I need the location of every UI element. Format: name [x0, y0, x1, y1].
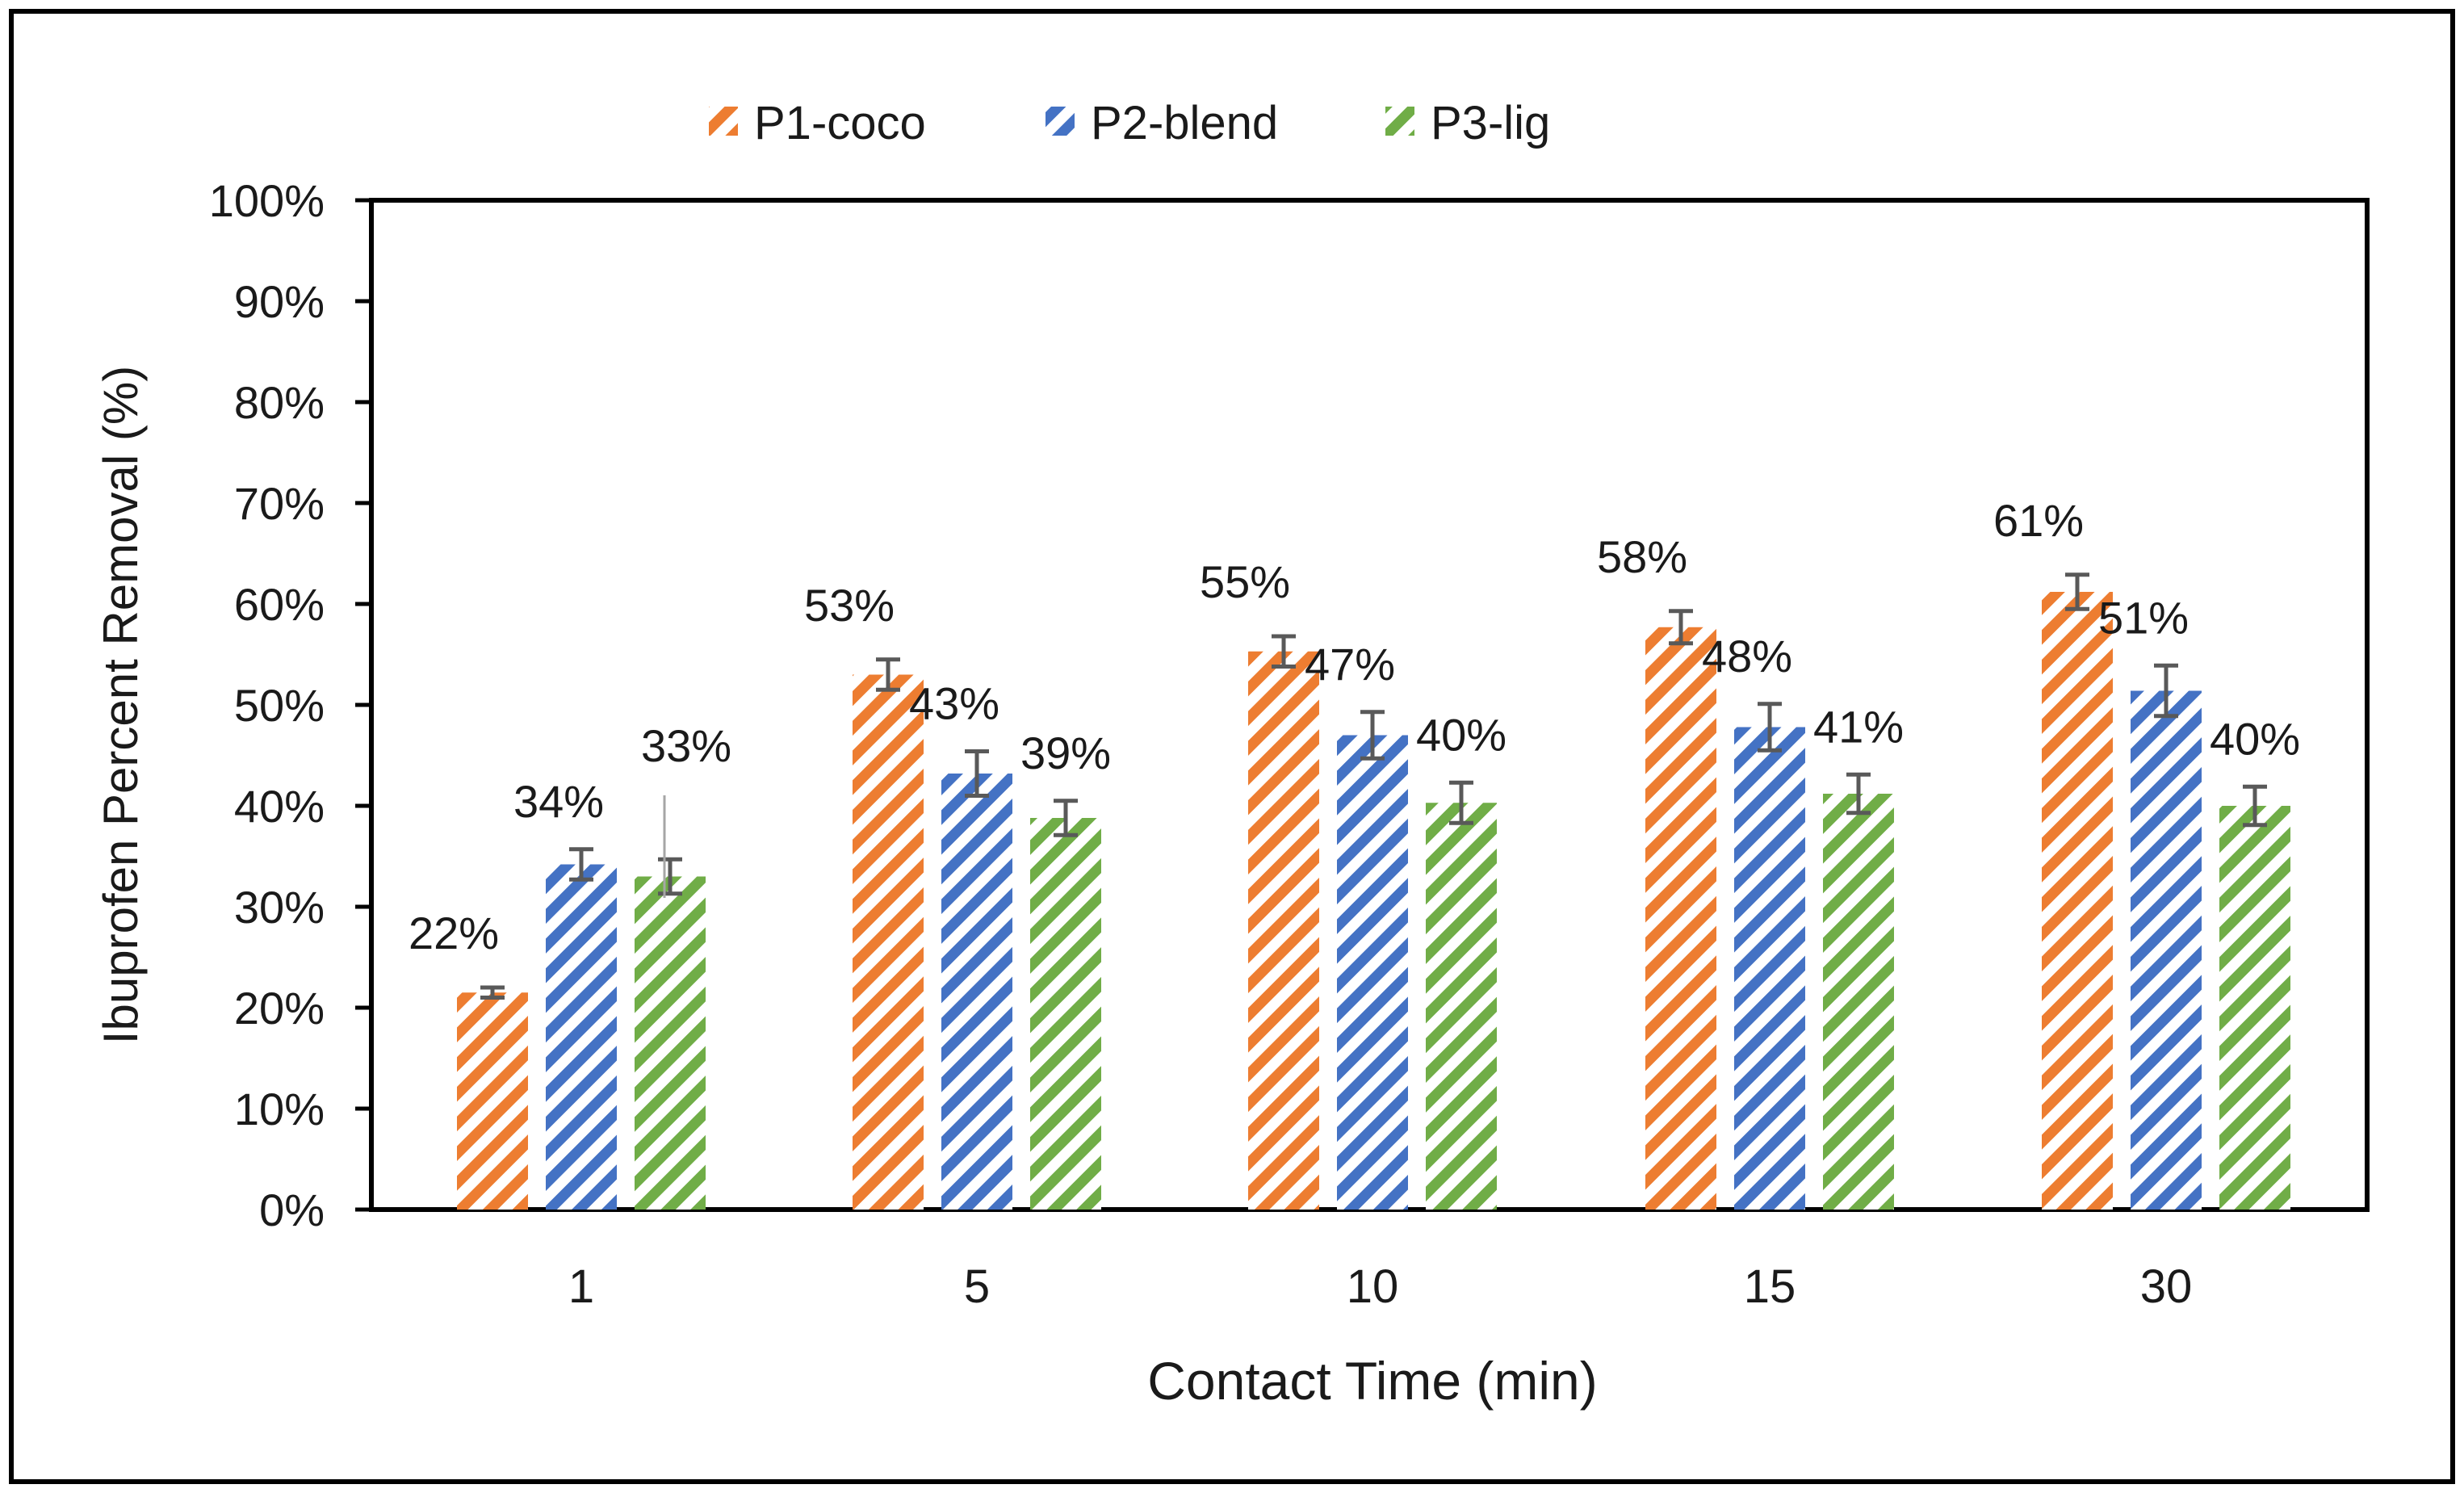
bar: [853, 674, 924, 1210]
bar: [1823, 794, 1894, 1210]
bar: [2131, 690, 2202, 1210]
data-labels-layer: 22% 34% 33% 53% 43% 39% 55% 47% 40% 58% 48% 41% 61% 5…: [409, 495, 2300, 958]
data-label: 39%: [1020, 728, 1111, 778]
data-label: 53%: [804, 580, 895, 631]
legend-item: P1-coco: [709, 97, 926, 149]
x-axis-title: Contact Time (min): [1147, 1351, 1597, 1411]
error-bar: [2065, 572, 2089, 611]
bar: [546, 864, 617, 1210]
data-label: 51%: [2098, 592, 2189, 643]
error-bar: [1758, 702, 1782, 753]
bar: [1645, 627, 1716, 1210]
bar: [1734, 727, 1805, 1210]
y-tick-label: 20%: [234, 983, 325, 1034]
data-label: 61%: [1993, 495, 2084, 546]
bar: [635, 876, 706, 1210]
y-tick-label: 60%: [234, 579, 325, 630]
y-tick-label: 90%: [234, 276, 325, 327]
error-bar: [658, 857, 682, 896]
legend-swatch: [1046, 107, 1075, 136]
y-axis-title: Ibuprofen Percent Removal (%): [94, 366, 148, 1044]
data-label: 40%: [1416, 709, 1506, 760]
y-tick-label: 50%: [234, 680, 325, 731]
error-bar: [965, 749, 989, 798]
y-tick-label: 30%: [234, 882, 325, 933]
error-bar: [1272, 634, 1296, 669]
data-label: 55%: [1200, 556, 1290, 607]
x-tick-label: 15: [1744, 1260, 1796, 1313]
data-label: 47%: [1305, 639, 1395, 690]
bar: [2219, 806, 2290, 1210]
error-bar: [1449, 780, 1473, 825]
legend-swatch: [1385, 107, 1414, 136]
legend-label: P3-lig: [1431, 97, 1550, 149]
error-bar: [1846, 772, 1871, 816]
data-label: 48%: [1702, 631, 1792, 681]
y-tick-label: 40%: [234, 781, 325, 832]
error-bar: [876, 657, 900, 692]
x-tick-label: 1: [568, 1260, 594, 1313]
y-axis: 0% 10% 20% 30% 40% 50% 60% 70% 80% 90% 100%: [209, 175, 371, 1235]
bar: [2042, 592, 2113, 1210]
y-tick-label: 80%: [234, 377, 325, 428]
error-bar: [1360, 710, 1385, 761]
errorbars-layer: [480, 572, 2267, 1000]
data-label: 43%: [909, 678, 999, 729]
bar: [1030, 818, 1101, 1210]
legend: P1-coco P2-blend P3-lig: [709, 97, 1550, 149]
legend-label: P2-blend: [1091, 97, 1278, 149]
bar: [1426, 803, 1497, 1210]
data-label: 40%: [2210, 713, 2300, 764]
data-label: 22%: [409, 908, 499, 958]
data-label: 41%: [1813, 701, 1904, 752]
error-bar: [1054, 799, 1078, 837]
data-label: 34%: [513, 776, 604, 827]
legend-label: P1-coco: [754, 97, 926, 149]
x-tick-label: 5: [964, 1260, 990, 1313]
error-bar: [2154, 663, 2178, 719]
y-tick-label: 0%: [259, 1185, 325, 1235]
error-bar: [569, 847, 593, 882]
error-bar: [1669, 609, 1693, 646]
x-tick-label: 10: [1347, 1260, 1399, 1313]
legend-swatch: [709, 107, 738, 136]
bar: [1248, 651, 1319, 1210]
bars-layer: [457, 592, 2290, 1210]
x-tick-label: 30: [2140, 1260, 2193, 1313]
bar: [457, 992, 528, 1210]
y-tick-label: 100%: [209, 175, 325, 226]
data-label: 58%: [1597, 531, 1687, 582]
y-tick-label: 70%: [234, 478, 325, 529]
legend-item: P3-lig: [1385, 97, 1550, 149]
bar: [941, 774, 1012, 1210]
error-bar: [2243, 784, 2267, 828]
legend-item: P2-blend: [1046, 97, 1278, 149]
error-bar: [480, 985, 505, 1000]
bar: [1337, 735, 1408, 1210]
data-label: 33%: [641, 720, 731, 771]
y-tick-label: 10%: [234, 1084, 325, 1134]
x-axis: 1 5 10 15 30: [568, 1260, 2192, 1313]
